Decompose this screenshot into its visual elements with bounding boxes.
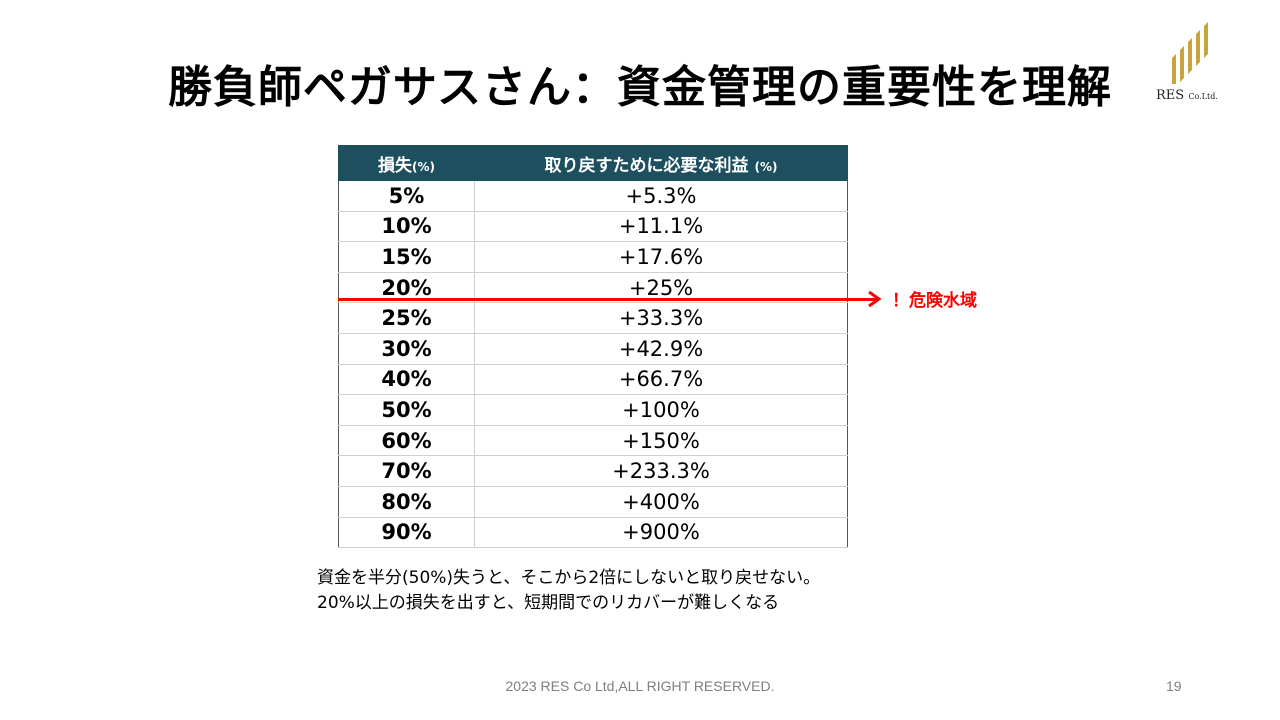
- loss-cell: 60%: [338, 425, 475, 457]
- header-loss: 損失(%): [338, 145, 475, 181]
- gain-cell: +42.9%: [474, 333, 848, 365]
- note-line: 20%以上の損失を出すと、短期間でのリカバーが難しくなる: [317, 593, 780, 613]
- gain-cell: +233.3%: [474, 455, 848, 487]
- gain-cell: +400%: [474, 486, 848, 518]
- logo-text: RES Co.Ltd.: [1156, 88, 1218, 103]
- table-row: 40% +66.7%: [338, 364, 848, 396]
- loss-cell: 70%: [338, 455, 475, 487]
- loss-cell: 80%: [338, 486, 475, 518]
- table-row: 15% +17.6%: [338, 241, 848, 273]
- footer-copyright: 2023 RES Co Ltd,ALL RIGHT RESERVED.: [505, 678, 775, 694]
- logo-name: RES: [1156, 88, 1185, 103]
- table-row: 30% +42.9%: [338, 333, 848, 365]
- table-row: 25% +33.3%: [338, 302, 848, 334]
- gain-cell: +17.6%: [474, 241, 848, 273]
- gain-cell: +100%: [474, 394, 848, 426]
- logo-bars-icon: [1172, 22, 1208, 84]
- gain-cell: +150%: [474, 425, 848, 457]
- loss-cell: 15%: [338, 241, 475, 273]
- slide-title: 勝負師ペガサスさん：資金管理の重要性を理解: [167, 62, 1113, 113]
- arrow-right-icon: [868, 290, 882, 308]
- loss-cell: 30%: [338, 333, 475, 365]
- gain-cell: +900%: [474, 517, 848, 549]
- loss-cell: 90%: [338, 517, 475, 549]
- header-gain: 取り戻すために必要な利益 (%): [474, 145, 848, 181]
- loss-cell: 25%: [338, 302, 475, 334]
- table-row: 50% +100%: [338, 394, 848, 426]
- gain-cell: +5.3%: [474, 180, 848, 212]
- company-logo: RES Co.Ltd.: [1152, 18, 1232, 108]
- danger-zone-label: ！危険水域: [892, 291, 977, 311]
- page-number: 19: [1166, 678, 1182, 694]
- danger-line: [338, 298, 878, 301]
- table-row: 90% +900%: [338, 517, 848, 549]
- loss-cell: 40%: [338, 364, 475, 396]
- gain-cell: +11.1%: [474, 211, 848, 243]
- table-row: 10% +11.1%: [338, 211, 848, 243]
- gain-cell: +66.7%: [474, 364, 848, 396]
- loss-cell: 10%: [338, 211, 475, 243]
- gain-cell: +33.3%: [474, 302, 848, 334]
- table-row: 70% +233.3%: [338, 455, 848, 487]
- loss-cell: 5%: [338, 180, 475, 212]
- note-line: 資金を半分(50%)失うと、そこから2倍にしないと取り戻せない。: [317, 568, 821, 588]
- loss-cell: 50%: [338, 394, 475, 426]
- notes: 資金を半分(50%)失うと、そこから2倍にしないと取り戻せない。 20%以上の損…: [317, 566, 820, 616]
- loss-recovery-table: 損失(%) 取り戻すために必要な利益 (%) 5% +5.3% 10% +11.1% 1…: [338, 145, 848, 549]
- table-row: 5% +5.3%: [338, 180, 848, 212]
- table-row: 80% +400%: [338, 486, 848, 518]
- logo-suffix: Co.Ltd.: [1188, 92, 1218, 101]
- table-header-row: 損失(%) 取り戻すために必要な利益 (%): [338, 145, 848, 181]
- table-row: 60% +150%: [338, 425, 848, 457]
